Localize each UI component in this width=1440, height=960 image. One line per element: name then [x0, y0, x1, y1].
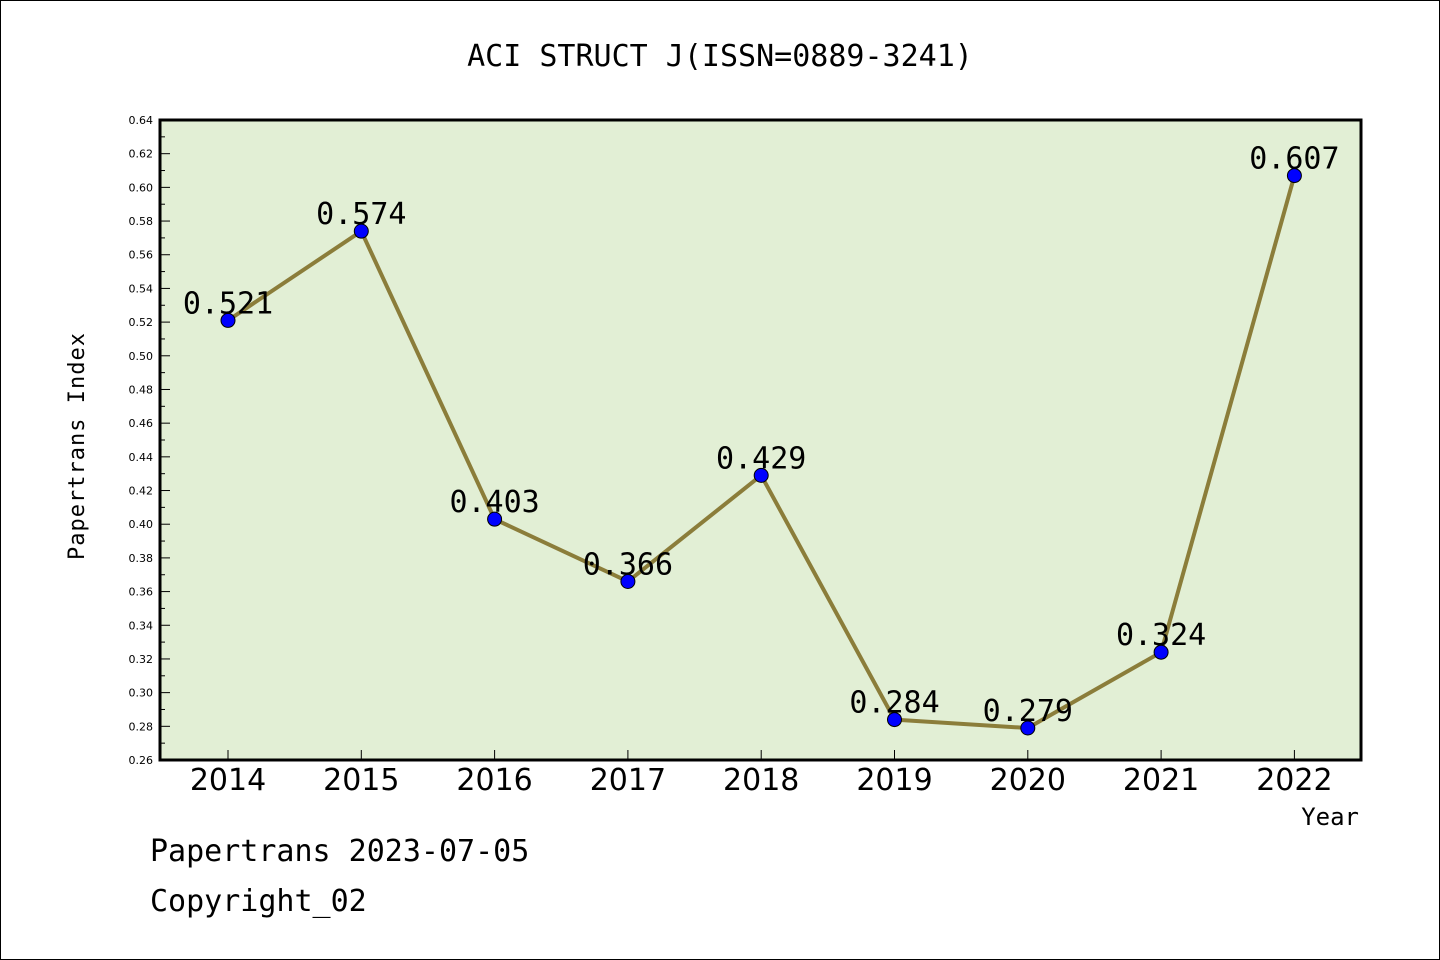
- data-label: 0.366: [583, 547, 673, 582]
- y-tick-label: 0.56: [129, 249, 154, 262]
- y-tick-label: 0.34: [129, 619, 154, 632]
- y-tick-label: 0.62: [129, 148, 154, 161]
- y-tick-label: 0.42: [129, 485, 154, 498]
- y-tick-label: 0.36: [129, 586, 154, 599]
- y-tick-label: 0.32: [129, 653, 154, 666]
- footer-date: Papertrans 2023-07-05: [150, 834, 530, 869]
- y-tick-label: 0.52: [129, 316, 154, 329]
- x-tick-label: 2022: [1256, 763, 1332, 798]
- y-tick-label: 0.54: [129, 282, 154, 295]
- data-point: [1020, 720, 1036, 736]
- x-tick-label: 2018: [723, 763, 799, 798]
- y-tick-label: 0.28: [129, 720, 154, 733]
- data-label: 0.521: [183, 286, 273, 321]
- x-tick-label: 2015: [323, 763, 399, 798]
- y-axis-label: Papertrans Index: [65, 332, 90, 560]
- data-point: [620, 573, 636, 589]
- x-tick-label: 2017: [590, 763, 666, 798]
- data-label: 0.279: [983, 694, 1073, 729]
- data-point: [753, 467, 769, 483]
- y-tick-label: 0.30: [129, 687, 154, 700]
- x-tick-label: 2014: [190, 763, 266, 798]
- y-tick-label: 0.50: [129, 350, 154, 363]
- x-tick-label: 2016: [456, 763, 532, 798]
- data-point: [353, 223, 369, 239]
- x-tick-label: 2019: [856, 763, 932, 798]
- y-tick-label: 0.60: [129, 181, 154, 194]
- data-point: [487, 511, 503, 527]
- y-tick-label: 0.40: [129, 518, 154, 531]
- y-tick-label: 0.64: [129, 114, 154, 127]
- x-axis-label: Year: [1301, 803, 1359, 831]
- data-point: [220, 312, 236, 328]
- y-tick-label: 0.46: [129, 417, 154, 430]
- data-point: [887, 712, 902, 728]
- y-tick-label: 0.38: [129, 552, 154, 565]
- data-label: 0.284: [849, 686, 939, 721]
- data-label: 0.607: [1249, 142, 1339, 177]
- footer-copyright: Copyright_02: [150, 884, 367, 919]
- y-tick-label: 0.26: [129, 754, 154, 767]
- x-tick-label: 2021: [1123, 763, 1199, 798]
- data-label: 0.574: [316, 197, 406, 232]
- data-point: [1286, 168, 1302, 184]
- data-label: 0.403: [449, 485, 539, 520]
- plot-border: [158, 118, 1363, 762]
- y-tick-label: 0.58: [129, 215, 154, 228]
- y-tick-label: 0.48: [129, 383, 154, 396]
- x-tick-label: 2020: [990, 763, 1066, 798]
- data-label: 0.429: [716, 441, 806, 476]
- y-tick-label: 0.44: [129, 451, 154, 464]
- data-label: 0.324: [1116, 618, 1206, 653]
- chart-title: ACI STRUCT J(ISSN=0889-3241): [467, 39, 973, 74]
- data-point: [1153, 644, 1169, 660]
